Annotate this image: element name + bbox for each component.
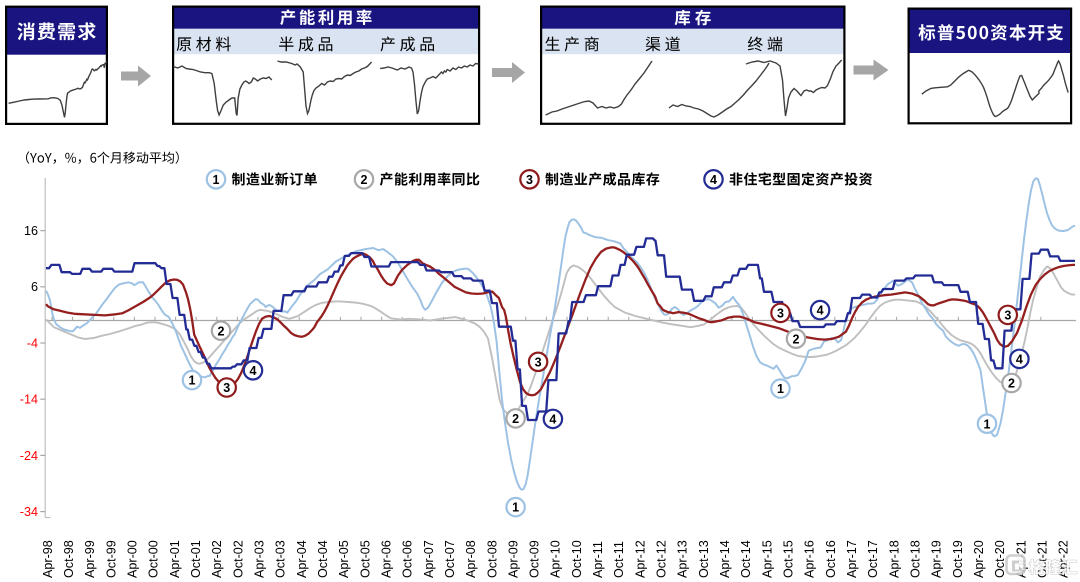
svg-text:-24: -24 (20, 449, 38, 463)
svg-text:Oct-13: Oct-13 (697, 540, 711, 578)
svg-text:Apr-18: Apr-18 (887, 540, 901, 578)
svg-text:Apr-04: Apr-04 (295, 540, 309, 578)
svg-text:Oct-09: Oct-09 (528, 540, 542, 578)
svg-text:Apr-11: Apr-11 (591, 541, 605, 578)
svg-text:1: 1 (777, 382, 784, 396)
svg-text:Apr-01: Apr-01 (168, 540, 182, 578)
svg-text:Apr-17: Apr-17 (845, 540, 859, 578)
svg-text:2: 2 (793, 332, 800, 346)
svg-text:Apr-98: Apr-98 (41, 540, 55, 578)
svg-text:2: 2 (1008, 377, 1015, 391)
svg-text:Oct-01: Oct-01 (189, 540, 203, 578)
svg-text:Oct-00: Oct-00 (147, 540, 161, 578)
svg-text:6: 6 (31, 280, 38, 294)
svg-text:1: 1 (189, 374, 196, 388)
svg-text:-34: -34 (20, 505, 38, 519)
svg-text:1: 1 (984, 417, 991, 431)
svg-text:Apr-15: Apr-15 (760, 540, 774, 578)
svg-text:Oct-03: Oct-03 (274, 540, 288, 578)
svg-text:2: 2 (361, 173, 368, 187)
svg-text:Apr-10: Apr-10 (549, 540, 563, 578)
svg-text:1: 1 (213, 173, 220, 187)
svg-text:Apr-99: Apr-99 (83, 540, 97, 578)
svg-text:Oct-99: Oct-99 (104, 540, 118, 578)
svg-text:Oct-05: Oct-05 (358, 540, 372, 578)
svg-text:16: 16 (24, 224, 38, 238)
svg-text:Oct-12: Oct-12 (655, 540, 669, 578)
svg-text:Oct-10: Oct-10 (570, 540, 584, 578)
svg-text:2: 2 (218, 324, 225, 338)
svg-text:Apr-08: Apr-08 (464, 540, 478, 578)
svg-text:Apr-19: Apr-19 (930, 540, 944, 578)
svg-text:4: 4 (549, 413, 556, 427)
svg-text:Oct-16: Oct-16 (824, 540, 838, 578)
svg-text:4: 4 (817, 304, 824, 318)
svg-text:3: 3 (526, 173, 533, 187)
svg-text:Apr-20: Apr-20 (972, 540, 986, 578)
svg-text:Oct-08: Oct-08 (485, 540, 499, 578)
svg-text:3: 3 (1004, 309, 1011, 323)
svg-text:Apr-07: Apr-07 (422, 540, 436, 578)
svg-text:Apr-02: Apr-02 (210, 540, 224, 578)
svg-text:Oct-98: Oct-98 (62, 540, 76, 578)
svg-text:Apr-14: Apr-14 (718, 540, 732, 578)
svg-text:Oct-04: Oct-04 (316, 540, 330, 578)
svg-text:Apr-06: Apr-06 (380, 540, 394, 578)
svg-text:Oct-15: Oct-15 (782, 540, 796, 578)
svg-text:Oct-02: Oct-02 (231, 540, 245, 578)
svg-text:-14: -14 (20, 393, 38, 407)
svg-text:3: 3 (777, 307, 784, 321)
svg-text:-4: -4 (27, 336, 38, 350)
svg-text:Oct-18: Oct-18 (909, 540, 923, 578)
svg-text:Apr-09: Apr-09 (506, 540, 520, 578)
svg-text:Apr-00: Apr-00 (126, 540, 140, 578)
svg-text:4: 4 (1016, 353, 1023, 367)
svg-text:Oct-11: Oct-11 (612, 541, 626, 578)
svg-text:Apr-05: Apr-05 (337, 540, 351, 578)
svg-text:2: 2 (512, 412, 519, 426)
svg-text:3: 3 (223, 381, 230, 395)
svg-text:Apr-13: Apr-13 (676, 540, 690, 578)
svg-text:Oct-20: Oct-20 (993, 540, 1007, 578)
svg-text:Apr-12: Apr-12 (633, 540, 647, 578)
svg-text:Oct-06: Oct-06 (401, 540, 415, 578)
svg-text:1: 1 (512, 501, 519, 515)
svg-text:Apr-03: Apr-03 (253, 540, 267, 578)
svg-text:4: 4 (710, 173, 717, 187)
svg-text:3: 3 (535, 355, 542, 369)
svg-text:Apr-16: Apr-16 (803, 540, 817, 578)
svg-text:Oct-19: Oct-19 (951, 540, 965, 578)
svg-text:4: 4 (250, 364, 257, 378)
svg-text:Oct-17: Oct-17 (866, 540, 880, 578)
svg-text:Oct-07: Oct-07 (443, 540, 457, 578)
svg-text:Oct-14: Oct-14 (739, 540, 753, 578)
